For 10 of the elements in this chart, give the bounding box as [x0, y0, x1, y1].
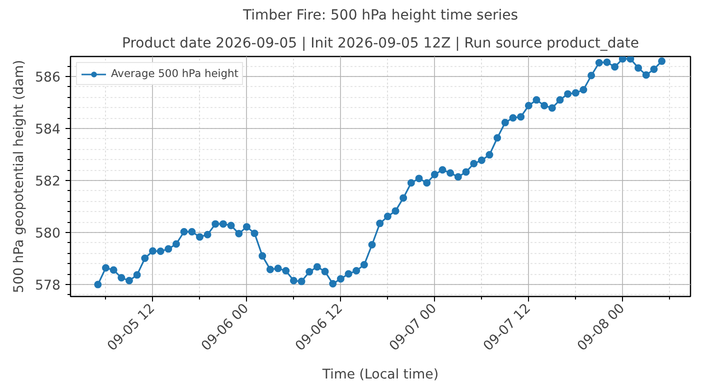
- y-tick-label: 578: [35, 278, 61, 294]
- y-tick-label: 584: [35, 122, 61, 138]
- x-axis-title: Time (Local time): [321, 367, 439, 382]
- y-tick-label: 582: [35, 174, 61, 190]
- chart-title: Timber Fire: 500 hPa height time series: [242, 8, 518, 24]
- y-tick-label: 586: [35, 70, 61, 86]
- chart-subtitle: Product date 2026-09-05 | Init 2026-09-05 12Z | Run source product_date: [122, 36, 639, 52]
- y-tick-label: 580: [35, 226, 61, 242]
- legend-label: Average 500 hPa height: [111, 67, 238, 80]
- y-axis-title: 500 hPa geopotential height (dam): [12, 60, 28, 294]
